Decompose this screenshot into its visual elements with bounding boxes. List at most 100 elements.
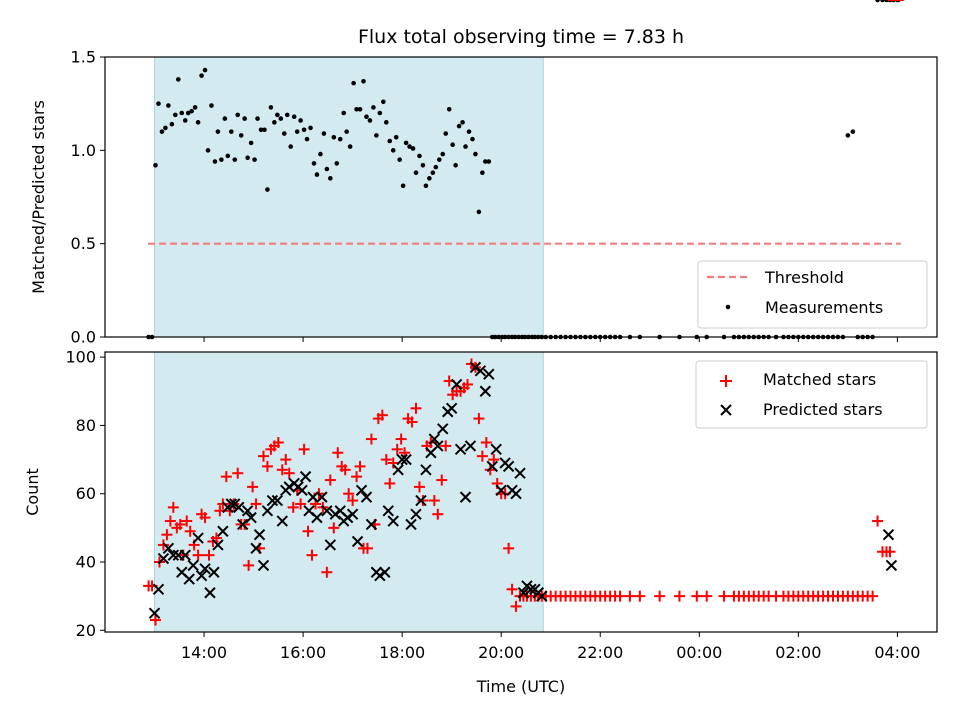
- predicted-star-marker: [271, 494, 284, 507]
- measurement-point: [179, 110, 185, 116]
- measurement-point: [337, 136, 343, 142]
- matched-star-marker: [480, 436, 492, 448]
- measurement-point: [324, 166, 330, 172]
- predicted-star-marker: [233, 501, 245, 514]
- matched-star-marker: [250, 498, 262, 510]
- predicted-star-marker: [355, 484, 368, 496]
- matched-star-marker: [276, 464, 288, 476]
- matched-star-marker: [261, 460, 273, 472]
- bottom-y-tick-label: 20: [76, 621, 96, 640]
- measurement-point: [427, 176, 432, 181]
- predicted-star-marker: [432, 440, 444, 452]
- measurement-point: [473, 151, 478, 157]
- bottom-y-tick-label: 40: [76, 553, 96, 572]
- top-shaded-region: [154, 56, 544, 338]
- predicted-star-marker: [283, 481, 295, 493]
- matched-star-marker: [428, 495, 440, 507]
- measurement-point: [156, 101, 161, 106]
- measurement-point: [242, 116, 247, 121]
- predicted-star-marker: [276, 515, 289, 527]
- measurement-point: [235, 112, 241, 118]
- predicted-star-marker: [495, 484, 507, 496]
- predicted-star-marker: [192, 532, 204, 544]
- predicted-star-marker: [445, 402, 458, 415]
- predicted-star-marker: [199, 563, 211, 575]
- predicted-star-marker: [307, 491, 319, 503]
- measurement-point: [357, 106, 363, 112]
- measurement-point: [383, 120, 389, 125]
- predicted-star-marker: [486, 460, 498, 473]
- predicted-star-marker: [257, 559, 270, 572]
- predicted-star-marker: [420, 464, 432, 476]
- measurement-point: [463, 144, 468, 149]
- predicted-star-marker: [346, 508, 359, 520]
- matched-star-marker: [306, 549, 318, 561]
- measurement-point: [450, 142, 455, 148]
- matched-star-marker: [347, 495, 359, 507]
- measurement-point: [281, 131, 287, 136]
- matched-star-marker: [673, 590, 685, 602]
- x-tick-label: 20:00: [478, 643, 524, 662]
- measurement-point: [318, 151, 323, 157]
- matched-star-marker: [436, 474, 448, 486]
- matched-star-marker: [624, 590, 636, 602]
- top-y-tick-label: 0.0: [71, 328, 96, 347]
- predicted-star-marker: [464, 440, 477, 452]
- legend-predicted-swatch: [720, 404, 732, 416]
- predicted-star-marker: [152, 583, 165, 596]
- measurement-point: [347, 144, 353, 149]
- matched-star-marker: [150, 614, 162, 626]
- matched-star-marker: [351, 471, 363, 483]
- matched-star-marker: [192, 549, 204, 561]
- predicted-star-marker: [382, 505, 394, 517]
- x-tick-label: 16:00: [280, 643, 326, 662]
- bottom-y-tick-label: 80: [76, 416, 96, 435]
- x-tick-label: 22:00: [577, 643, 623, 662]
- top-legend-box: [697, 260, 928, 329]
- measurement-point: [301, 127, 307, 133]
- measurement-point: [304, 136, 310, 142]
- top-y-axis-label: Matched/Predicted stars: [29, 100, 48, 294]
- matched-star-marker: [701, 590, 713, 602]
- predicted-star-marker: [162, 542, 175, 555]
- predicted-star-marker: [437, 423, 449, 435]
- matched-star-marker: [184, 525, 196, 537]
- measurement-point: [407, 144, 412, 149]
- matched-star-marker: [328, 522, 340, 534]
- predicted-star-marker: [225, 498, 237, 510]
- measurement-point: [387, 138, 393, 144]
- top-y-tick-label: 0.5: [71, 234, 96, 253]
- x-tick-label: 00:00: [676, 643, 722, 662]
- predicted-star-marker: [474, 365, 487, 377]
- top-y-tick-label: 1.5: [71, 48, 96, 67]
- predicted-star-marker: [316, 491, 328, 503]
- legend-predicted-label: Predicted stars: [763, 400, 883, 419]
- measurement-point: [222, 116, 228, 121]
- figure-title: Flux total observing time = 7.83 h: [358, 26, 684, 48]
- predicted-star-marker: [321, 505, 333, 517]
- measurement-point: [272, 120, 277, 125]
- predicted-star-marker: [490, 443, 502, 456]
- matched-star-marker: [440, 440, 452, 452]
- matched-star-marker: [324, 474, 336, 486]
- measurement-point: [417, 153, 422, 159]
- matched-star-marker: [224, 505, 236, 517]
- measurement-point: [294, 129, 300, 134]
- measurement-point: [175, 77, 181, 82]
- measurement-point: [265, 187, 270, 192]
- matched-star-marker: [343, 488, 355, 500]
- measurement-point: [367, 118, 373, 123]
- measurement-point: [381, 99, 386, 105]
- measurement-point: [483, 159, 488, 164]
- predicted-star-marker: [428, 433, 441, 445]
- predicted-star-marker: [365, 518, 378, 531]
- measurement-point: [199, 73, 204, 78]
- measurement-point: [278, 116, 284, 121]
- matched-star-marker: [476, 450, 488, 462]
- matched-star-marker: [302, 525, 314, 537]
- measurement-point: [390, 148, 396, 153]
- matched-star-marker: [406, 416, 418, 428]
- measurement-point: [225, 153, 231, 159]
- measurement-point: [403, 140, 409, 146]
